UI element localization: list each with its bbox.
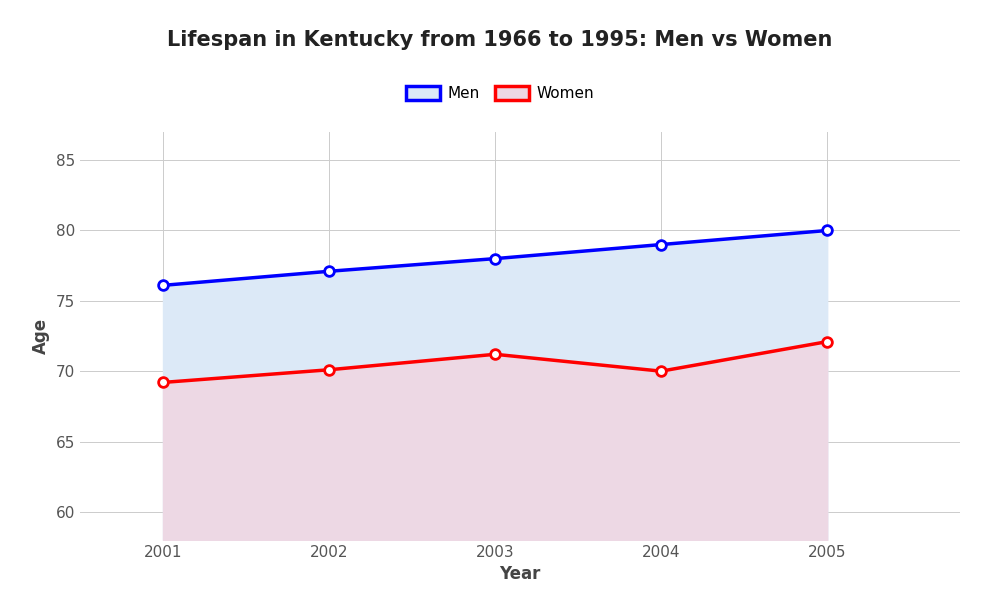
Y-axis label: Age: Age [32,318,50,354]
Legend: Men, Women: Men, Women [400,80,600,107]
Text: Lifespan in Kentucky from 1966 to 1995: Men vs Women: Lifespan in Kentucky from 1966 to 1995: … [167,30,833,50]
X-axis label: Year: Year [499,565,541,583]
